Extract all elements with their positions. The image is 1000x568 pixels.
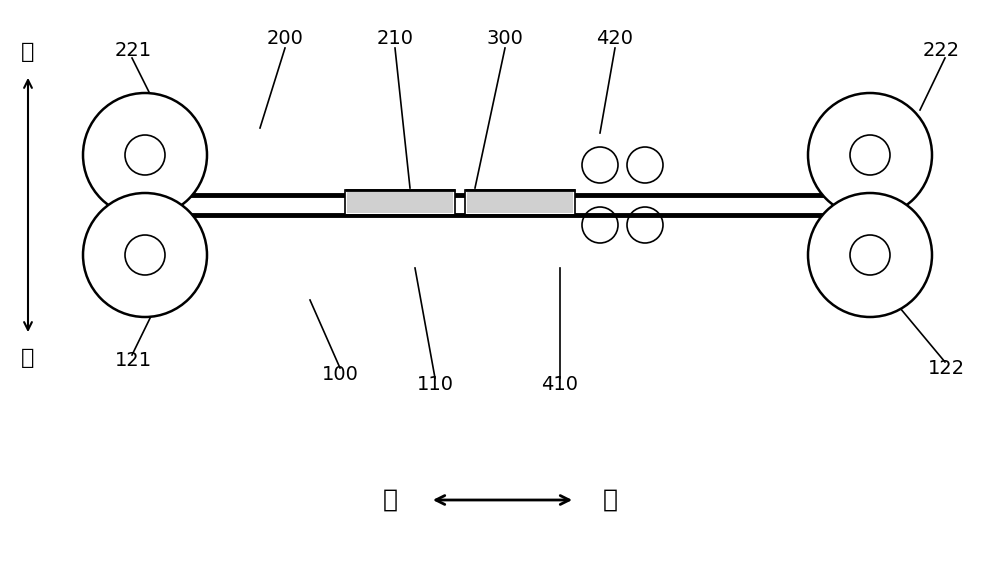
Text: 110: 110: [416, 375, 454, 395]
Text: 121: 121: [115, 350, 152, 370]
Circle shape: [83, 193, 207, 317]
Text: 420: 420: [596, 28, 634, 48]
Bar: [465, 190, 575, 215]
Circle shape: [808, 93, 932, 217]
Text: 300: 300: [487, 28, 523, 48]
Text: 下: 下: [21, 348, 35, 368]
Text: 222: 222: [923, 40, 960, 60]
Text: 200: 200: [267, 28, 303, 48]
Bar: [345, 190, 455, 215]
Circle shape: [808, 193, 932, 317]
Text: 410: 410: [542, 375, 578, 395]
Text: 210: 210: [376, 28, 414, 48]
Circle shape: [83, 93, 207, 217]
Text: 221: 221: [115, 40, 152, 60]
Text: 100: 100: [322, 365, 358, 385]
Bar: [467, 192, 573, 213]
Text: 上: 上: [21, 42, 35, 62]
Bar: [347, 192, 453, 213]
Text: 后: 后: [602, 488, 618, 512]
Text: 122: 122: [928, 358, 965, 378]
Text: 前: 前: [382, 488, 398, 512]
